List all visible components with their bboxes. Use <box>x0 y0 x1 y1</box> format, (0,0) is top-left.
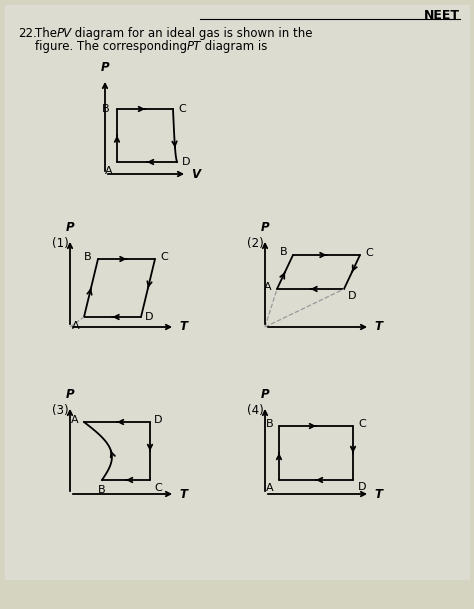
Text: The: The <box>35 27 61 40</box>
Text: B: B <box>266 419 274 429</box>
Text: diagram for an ideal gas is shown in the: diagram for an ideal gas is shown in the <box>71 27 312 40</box>
Text: PT: PT <box>187 40 201 53</box>
Text: D: D <box>145 312 154 322</box>
Text: B: B <box>84 252 92 262</box>
Text: PV: PV <box>57 27 72 40</box>
Text: T: T <box>179 320 187 334</box>
Text: C: C <box>358 419 366 429</box>
Text: D: D <box>358 482 366 492</box>
Text: C: C <box>178 104 186 114</box>
Text: (3): (3) <box>52 404 69 417</box>
Text: (4): (4) <box>247 404 264 417</box>
Text: (2): (2) <box>247 237 264 250</box>
Text: C: C <box>160 252 168 262</box>
Text: A: A <box>264 282 272 292</box>
Text: B: B <box>102 104 110 114</box>
Text: 22.: 22. <box>18 27 37 40</box>
Text: B: B <box>281 247 288 257</box>
Text: C: C <box>365 248 373 258</box>
Text: T: T <box>374 320 382 334</box>
Text: P: P <box>66 221 74 234</box>
Text: P: P <box>66 388 74 401</box>
Text: D: D <box>182 157 191 167</box>
Text: A: A <box>73 321 80 331</box>
Text: NEET: NEET <box>424 9 460 22</box>
Text: V: V <box>191 167 200 180</box>
Text: diagram is: diagram is <box>201 40 267 53</box>
Text: C: C <box>154 483 162 493</box>
Text: B: B <box>98 485 106 495</box>
Text: (1): (1) <box>52 237 69 250</box>
Text: D: D <box>348 291 356 301</box>
Text: P: P <box>261 388 269 401</box>
Text: A: A <box>105 166 113 176</box>
Text: P: P <box>261 221 269 234</box>
Text: figure. The corresponding: figure. The corresponding <box>35 40 191 53</box>
Text: A: A <box>72 415 79 425</box>
Text: T: T <box>374 487 382 501</box>
Text: T: T <box>179 487 187 501</box>
Text: P: P <box>100 61 109 74</box>
Text: A: A <box>266 483 274 493</box>
Text: D: D <box>154 415 163 425</box>
